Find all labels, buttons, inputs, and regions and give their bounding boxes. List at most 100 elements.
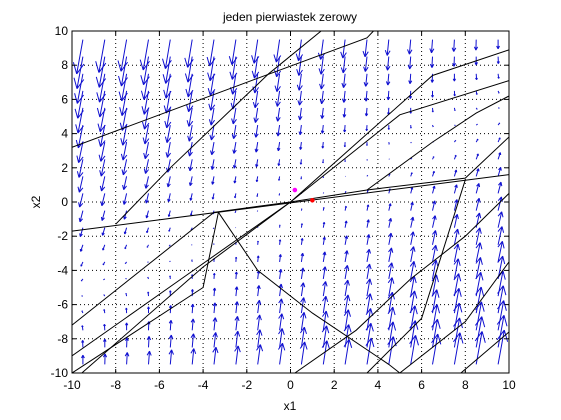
vector-arrow	[300, 208, 303, 211]
vector-arrow	[188, 176, 193, 187]
vector-arrow	[103, 323, 106, 331]
x-tick-label: -6	[154, 378, 165, 392]
vector-arrow	[387, 125, 390, 130]
vector-arrow	[95, 39, 107, 73]
vector-arrow	[343, 294, 351, 314]
vector-arrow	[300, 176, 303, 180]
vector-arrow	[387, 277, 395, 297]
chart-title: jeden pierwiastek zerowy	[222, 10, 357, 24]
vector-arrow	[73, 56, 85, 89]
vector-arrow	[234, 330, 241, 348]
vector-arrow	[125, 322, 129, 331]
vector-arrow	[234, 193, 237, 199]
x-tick-label: -10	[63, 378, 81, 392]
vector-arrow	[81, 340, 85, 348]
vector-arrow	[409, 246, 416, 262]
vector-arrow	[318, 56, 325, 75]
vector-arrow	[140, 73, 150, 100]
vector-arrow	[497, 240, 505, 263]
vector-arrow	[168, 319, 173, 331]
trajectory-line	[399, 261, 509, 373]
vector-arrow	[81, 325, 84, 331]
vector-arrow	[210, 142, 215, 156]
vector-arrow	[278, 239, 282, 245]
vector-arrow	[409, 290, 418, 314]
vector-arrow	[299, 142, 303, 150]
trajectory-line	[366, 95, 509, 191]
vector-arrow	[234, 301, 240, 314]
vector-arrow	[362, 39, 369, 58]
vector-arrow	[102, 353, 108, 365]
vector-arrow	[475, 107, 478, 110]
vector-arrow	[432, 215, 437, 228]
vector-arrow	[212, 272, 216, 279]
vector-arrow	[162, 39, 172, 69]
plot-area: -10 -8 -6 -4 -2 0 2 4 6 8 10 -10 -8 -6 -4 -2 0 2 4 6 8 10	[51, 24, 516, 392]
vector-arrow	[410, 201, 414, 211]
vector-arrow	[453, 169, 458, 177]
vector-arrow	[410, 187, 414, 194]
vector-arrow	[103, 338, 107, 348]
vector-arrow	[496, 56, 500, 64]
vector-arrow	[144, 176, 149, 189]
vector-arrow	[497, 196, 503, 211]
vector-arrow	[497, 181, 503, 194]
x-tick-label: 0	[287, 378, 294, 392]
vector-arrow	[234, 345, 241, 365]
vector-arrow	[212, 346, 219, 365]
vector-arrow	[429, 39, 435, 54]
vector-arrow	[212, 317, 218, 331]
vector-arrow	[278, 224, 281, 228]
vector-arrow	[385, 73, 391, 86]
vector-arrow	[124, 337, 129, 348]
vector-arrow	[320, 107, 325, 119]
vector-arrow	[256, 314, 262, 331]
vector-arrow	[256, 240, 259, 245]
x-tick-label: -8	[110, 378, 121, 392]
vector-arrow	[125, 292, 128, 297]
vector-arrow	[474, 316, 486, 348]
vector-arrow	[142, 107, 150, 130]
vector-arrow	[452, 56, 457, 67]
vector-arrow	[143, 142, 150, 160]
y-tick-label: 6	[61, 92, 68, 106]
vector-arrow	[184, 39, 194, 68]
vector-arrow	[103, 294, 106, 297]
vector-arrow	[410, 231, 415, 245]
vector-arrow	[451, 39, 457, 52]
vector-arrow	[431, 259, 439, 279]
vector-arrow	[407, 39, 413, 55]
vector-arrow	[299, 326, 307, 348]
vector-arrow	[233, 176, 237, 184]
vector-arrow	[191, 259, 193, 262]
vector-arrow	[317, 39, 325, 60]
vector-arrow	[407, 56, 413, 70]
vector-arrow	[363, 73, 369, 87]
y-tick-label: 2	[61, 161, 68, 175]
vector-arrow	[252, 73, 260, 94]
vector-arrow	[299, 159, 303, 165]
vector-arrow	[278, 176, 281, 181]
vector-arrow	[124, 261, 128, 265]
trajectories	[72, 31, 509, 373]
x-axis-label: x1	[284, 399, 297, 413]
vector-arrow	[168, 227, 171, 232]
vector-arrow	[432, 200, 437, 211]
vector-arrow	[168, 334, 174, 348]
vector-arrow	[124, 352, 130, 365]
vector-arrow	[208, 90, 216, 111]
vector-arrow	[95, 56, 107, 88]
vector-arrow	[146, 244, 149, 248]
y-tick-label: -4	[57, 263, 68, 277]
y-tick-label: -2	[57, 229, 68, 243]
vector-arrow	[254, 125, 259, 138]
vector-arrow	[251, 56, 260, 79]
vector-arrow	[190, 303, 195, 314]
vector-arrow	[363, 56, 369, 72]
vector-arrow	[475, 153, 479, 160]
vector-arrow	[234, 210, 237, 214]
vector-arrow	[475, 90, 478, 95]
vector-arrow	[206, 39, 216, 67]
vector-arrow	[166, 176, 171, 188]
vector-arrow	[165, 142, 172, 158]
